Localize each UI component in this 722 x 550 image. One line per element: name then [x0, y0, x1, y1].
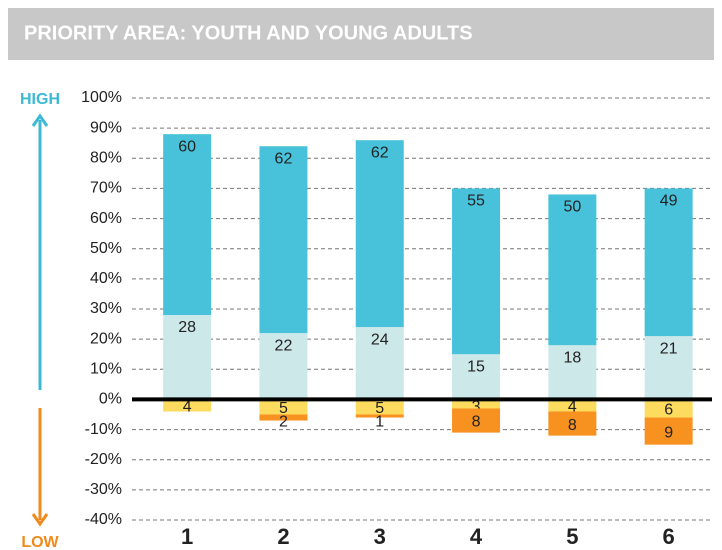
data-label: 3 [472, 399, 481, 416]
y-tick-label: 60% [90, 210, 122, 227]
bar-segment [548, 194, 597, 346]
x-tick-label: 2 [277, 524, 289, 549]
data-label: 62 [275, 150, 293, 167]
bar-segment [644, 336, 693, 400]
x-tick-label: 1 [181, 524, 193, 549]
chart-title: PRIORITY AREA: YOUTH AND YOUNG ADULTS [24, 22, 473, 44]
bar-segment [452, 354, 501, 400]
bar-segment [259, 146, 308, 334]
y-tick-label: 100% [81, 89, 122, 106]
data-label: 4 [183, 399, 192, 416]
data-label: 55 [467, 193, 485, 210]
y-tick-label: -40% [85, 511, 122, 528]
bar-segment [355, 140, 404, 328]
y-tick-label: -10% [85, 421, 122, 438]
bar-segment [452, 399, 501, 409]
y-tick-label: 40% [90, 270, 122, 287]
bar-segment [355, 414, 404, 418]
data-label: 8 [568, 417, 577, 434]
data-label: 1 [375, 414, 384, 431]
y-tick-label: 80% [90, 150, 122, 167]
header-band [8, 8, 714, 60]
data-label: 28 [178, 319, 196, 336]
data-label: 62 [371, 144, 389, 161]
data-label: 60 [178, 138, 196, 155]
x-tick-label: 4 [470, 524, 483, 549]
bar-segment [355, 399, 404, 415]
data-label: 4 [568, 399, 577, 416]
bar-segment [163, 399, 212, 412]
bar-segment [259, 414, 308, 421]
bar-segment [163, 315, 212, 400]
data-label: 21 [660, 340, 678, 357]
data-label: 2 [279, 414, 288, 431]
y-tick-label: 50% [90, 240, 122, 257]
bar-segment [163, 134, 212, 316]
y-tick-label: -20% [85, 451, 122, 468]
high-label: HIGH [20, 91, 60, 108]
data-label: 5 [375, 400, 384, 417]
y-tick-label: 90% [90, 119, 122, 136]
y-tick-label: 30% [90, 300, 122, 317]
y-tick-label: 10% [90, 361, 122, 378]
bar-segment [355, 327, 404, 400]
low-arrowhead [31, 513, 49, 527]
data-label: 22 [275, 337, 293, 354]
data-label: 6 [664, 402, 673, 419]
data-label: 49 [660, 193, 678, 210]
data-label: 8 [472, 414, 481, 431]
data-label: 24 [371, 331, 389, 348]
data-label: 9 [664, 424, 673, 441]
data-label: 18 [563, 349, 581, 366]
bar-segment [644, 399, 693, 418]
bar-segment [548, 411, 597, 436]
high-arrowhead [31, 113, 49, 127]
bar-segment [259, 333, 308, 400]
bar-segment [452, 188, 501, 355]
y-tick-label: 20% [90, 330, 122, 347]
x-tick-label: 5 [566, 524, 578, 549]
x-tick-label: 6 [663, 524, 675, 549]
data-label: 50 [563, 199, 581, 216]
data-label: 5 [279, 400, 288, 417]
low-label: LOW [21, 534, 59, 550]
bar-segment [548, 399, 597, 412]
y-tick-label: 70% [90, 180, 122, 197]
bar-segment [644, 417, 693, 445]
bar-segment [452, 408, 501, 433]
y-tick-label: -30% [85, 481, 122, 498]
data-label: 15 [467, 358, 485, 375]
bar-segment [548, 345, 597, 400]
bar-segment [644, 188, 693, 337]
x-tick-label: 3 [374, 524, 386, 549]
y-tick-label: 0% [99, 391, 122, 408]
bar-segment [259, 399, 308, 415]
